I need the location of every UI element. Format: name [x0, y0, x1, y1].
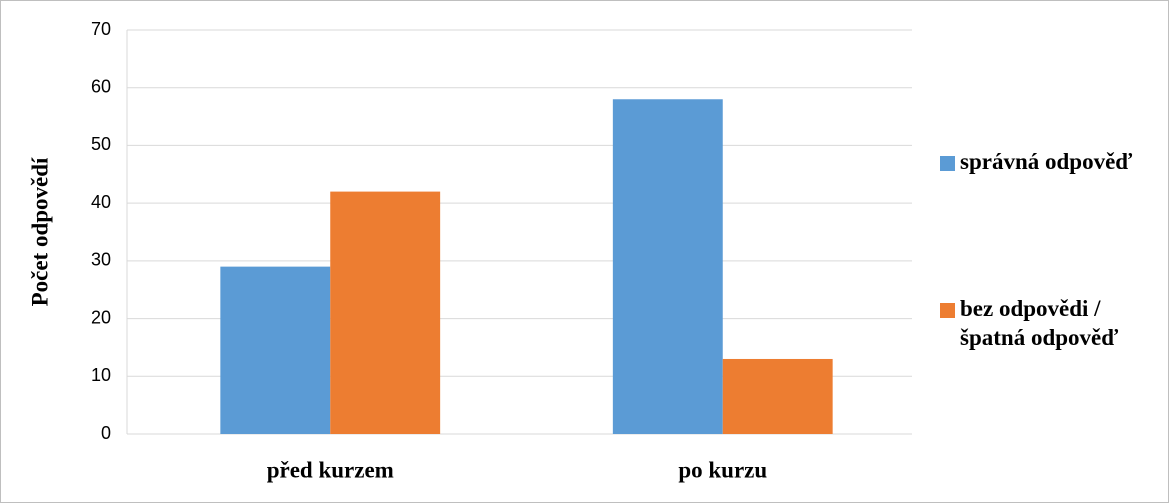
- y-tick-label: 20: [91, 307, 111, 327]
- y-tick-label: 0: [101, 423, 111, 443]
- legend-swatch: [940, 156, 955, 171]
- y-tick-label: 10: [91, 365, 111, 385]
- bar: [220, 266, 331, 434]
- bar: [612, 99, 723, 434]
- legend-label: bez odpovědi / špatná odpověď: [960, 296, 1119, 350]
- y-tick-label: 30: [91, 250, 111, 270]
- bar: [722, 358, 833, 434]
- y-axis-label: Počet odpovědí: [27, 157, 52, 306]
- x-tick-label: před kurzem: [267, 457, 394, 482]
- x-tick-label: po kurzu: [678, 457, 767, 482]
- y-tick-label: 60: [91, 76, 111, 96]
- legend-item: bez odpovědi / špatná odpověď: [960, 296, 1119, 350]
- legend-swatch: [940, 303, 955, 318]
- y-tick-label: 50: [91, 134, 111, 154]
- legend-item: správná odpověď: [960, 149, 1133, 174]
- y-tick-label: 70: [91, 19, 111, 39]
- legend-label: správná odpověď: [960, 149, 1133, 174]
- bar: [330, 191, 441, 434]
- y-tick-label: 40: [91, 192, 111, 212]
